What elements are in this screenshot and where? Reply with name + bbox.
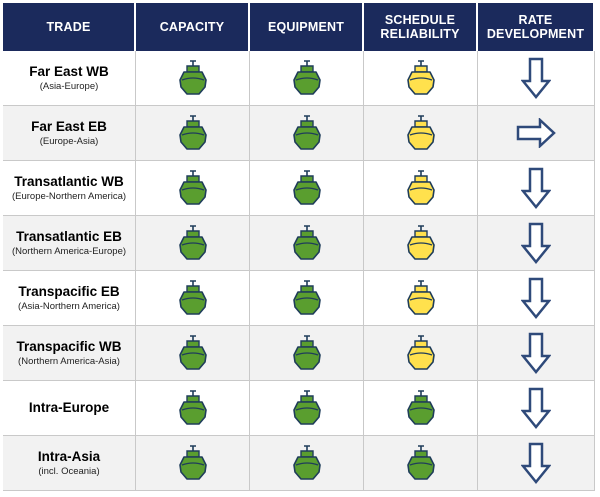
trade-subtitle: (Northern America-Asia) (18, 356, 120, 367)
trade-cell: Intra-Asia (incl. Oceania) (3, 436, 136, 491)
trade-status-table: TRADE CAPACITY EQUIPMENT SCHEDULE RELIAB… (3, 3, 595, 491)
trade-cell: Transatlantic EB (Northern America-Europe… (3, 216, 136, 271)
schedule-status-cell (364, 326, 478, 381)
equipment-status-cell (250, 271, 364, 326)
capacity-status-cell (136, 106, 250, 161)
ship-icon (292, 280, 321, 315)
trade-name: Far East WB (29, 64, 109, 79)
rate-development-cell (478, 161, 595, 216)
header-trade: TRADE (3, 3, 136, 51)
trade-cell: Transpacific EB (Asia-Northern America) (3, 271, 136, 326)
schedule-status-cell (364, 51, 478, 106)
trade-cell: Transatlantic WB (Europe-Northern America… (3, 161, 136, 216)
trade-name: Transpacific WB (16, 339, 122, 354)
ship-icon (292, 445, 321, 480)
rate-development-cell (478, 216, 595, 271)
trade-name: Transpacific EB (18, 284, 120, 299)
capacity-status-cell (136, 436, 250, 491)
capacity-status-cell (136, 271, 250, 326)
ship-icon (178, 115, 207, 150)
ship-icon (406, 115, 435, 150)
rate-development-cell (478, 51, 595, 106)
ship-icon (292, 115, 321, 150)
ship-icon (178, 390, 207, 425)
ship-icon (406, 280, 435, 315)
schedule-status-cell (364, 216, 478, 271)
equipment-status-cell (250, 436, 364, 491)
equipment-status-cell (250, 161, 364, 216)
rate-development-cell (478, 106, 595, 161)
schedule-status-cell (364, 436, 478, 491)
arrow-down-icon (521, 387, 551, 429)
equipment-status-cell (250, 381, 364, 436)
trade-subtitle: (Europe-Northern America) (11, 191, 127, 202)
capacity-status-cell (136, 326, 250, 381)
capacity-status-cell (136, 381, 250, 436)
schedule-status-cell (364, 106, 478, 161)
trade-name: Intra-Asia (37, 449, 101, 464)
arrow-down-icon (521, 167, 551, 209)
ship-icon (292, 170, 321, 205)
header-rate-development: RATE DEVELOPMENT (478, 3, 595, 51)
ship-icon (292, 60, 321, 95)
trade-subtitle: (incl. Oceania) (38, 466, 100, 477)
rate-development-cell (478, 326, 595, 381)
ship-icon (178, 280, 207, 315)
arrow-right-icon (516, 118, 556, 148)
equipment-status-cell (250, 216, 364, 271)
capacity-status-cell (136, 216, 250, 271)
header-schedule-reliability: SCHEDULE RELIABILITY (364, 3, 478, 51)
trade-name: Far East EB (31, 119, 107, 134)
arrow-down-icon (521, 57, 551, 99)
capacity-status-cell (136, 161, 250, 216)
arrow-down-icon (521, 222, 551, 264)
ship-icon (406, 390, 435, 425)
capacity-status-cell (136, 51, 250, 106)
ship-icon (178, 445, 207, 480)
equipment-status-cell (250, 51, 364, 106)
trade-name: Intra-Europe (28, 400, 110, 415)
trade-subtitle: (Asia-Europe) (39, 81, 99, 92)
ship-icon (292, 225, 321, 260)
ship-icon (292, 390, 321, 425)
trade-cell: Far East WB (Asia-Europe) (3, 51, 136, 106)
header-capacity: CAPACITY (136, 3, 250, 51)
trade-cell: Far East EB (Europe-Asia) (3, 106, 136, 161)
ship-icon (178, 225, 207, 260)
arrow-down-icon (521, 332, 551, 374)
header-equipment: EQUIPMENT (250, 3, 364, 51)
trade-subtitle: (Northern America-Europe) (11, 246, 127, 257)
rate-development-cell (478, 436, 595, 491)
schedule-status-cell (364, 161, 478, 216)
trade-name: Transatlantic WB (14, 174, 124, 189)
rate-development-cell (478, 381, 595, 436)
ship-icon (406, 445, 435, 480)
rate-development-cell (478, 271, 595, 326)
arrow-down-icon (521, 442, 551, 484)
trade-cell: Intra-Europe (3, 381, 136, 436)
ship-icon (406, 335, 435, 370)
trade-name: Transatlantic EB (16, 229, 122, 244)
ship-icon (178, 60, 207, 95)
trade-cell: Transpacific WB (Northern America-Asia) (3, 326, 136, 381)
trade-subtitle: (Asia-Northern America) (18, 301, 120, 312)
ship-icon (406, 60, 435, 95)
trade-subtitle: (Europe-Asia) (39, 136, 99, 147)
schedule-status-cell (364, 381, 478, 436)
ship-icon (406, 225, 435, 260)
ship-icon (292, 335, 321, 370)
equipment-status-cell (250, 106, 364, 161)
ship-icon (178, 335, 207, 370)
schedule-status-cell (364, 271, 478, 326)
arrow-down-icon (521, 277, 551, 319)
ship-icon (178, 170, 207, 205)
ship-icon (406, 170, 435, 205)
equipment-status-cell (250, 326, 364, 381)
